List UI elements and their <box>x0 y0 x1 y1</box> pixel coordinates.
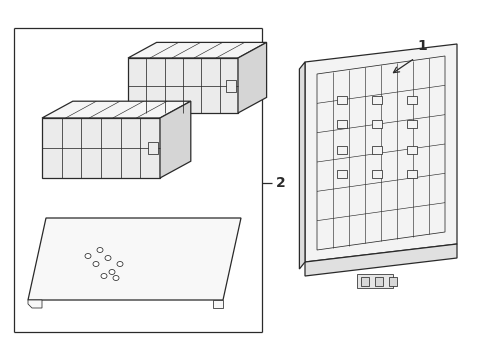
Polygon shape <box>160 101 191 178</box>
Polygon shape <box>337 170 347 178</box>
Polygon shape <box>337 96 347 104</box>
Polygon shape <box>28 218 241 300</box>
Ellipse shape <box>85 253 91 258</box>
Polygon shape <box>357 274 393 288</box>
Polygon shape <box>28 300 42 308</box>
Polygon shape <box>317 56 445 250</box>
Polygon shape <box>305 244 457 276</box>
Polygon shape <box>226 80 236 91</box>
Polygon shape <box>128 58 238 113</box>
Ellipse shape <box>93 261 99 266</box>
Polygon shape <box>407 170 417 178</box>
Polygon shape <box>213 300 223 308</box>
Ellipse shape <box>113 275 119 280</box>
Ellipse shape <box>97 248 103 252</box>
Ellipse shape <box>117 261 123 266</box>
Polygon shape <box>337 120 347 128</box>
Polygon shape <box>299 62 305 269</box>
Polygon shape <box>407 146 417 154</box>
Polygon shape <box>42 101 191 118</box>
Polygon shape <box>238 42 267 113</box>
Polygon shape <box>128 42 267 58</box>
Ellipse shape <box>105 256 111 261</box>
Polygon shape <box>42 118 160 178</box>
Polygon shape <box>389 277 397 286</box>
Polygon shape <box>372 170 382 178</box>
Polygon shape <box>148 142 158 154</box>
Polygon shape <box>375 277 383 286</box>
Ellipse shape <box>101 274 107 279</box>
Text: 1: 1 <box>417 39 427 53</box>
Polygon shape <box>372 96 382 104</box>
Polygon shape <box>361 277 369 286</box>
Polygon shape <box>372 146 382 154</box>
Ellipse shape <box>109 270 115 274</box>
Polygon shape <box>407 96 417 104</box>
Polygon shape <box>372 120 382 128</box>
Text: 2: 2 <box>276 176 286 190</box>
Polygon shape <box>337 146 347 154</box>
Polygon shape <box>407 120 417 128</box>
Polygon shape <box>305 44 457 262</box>
